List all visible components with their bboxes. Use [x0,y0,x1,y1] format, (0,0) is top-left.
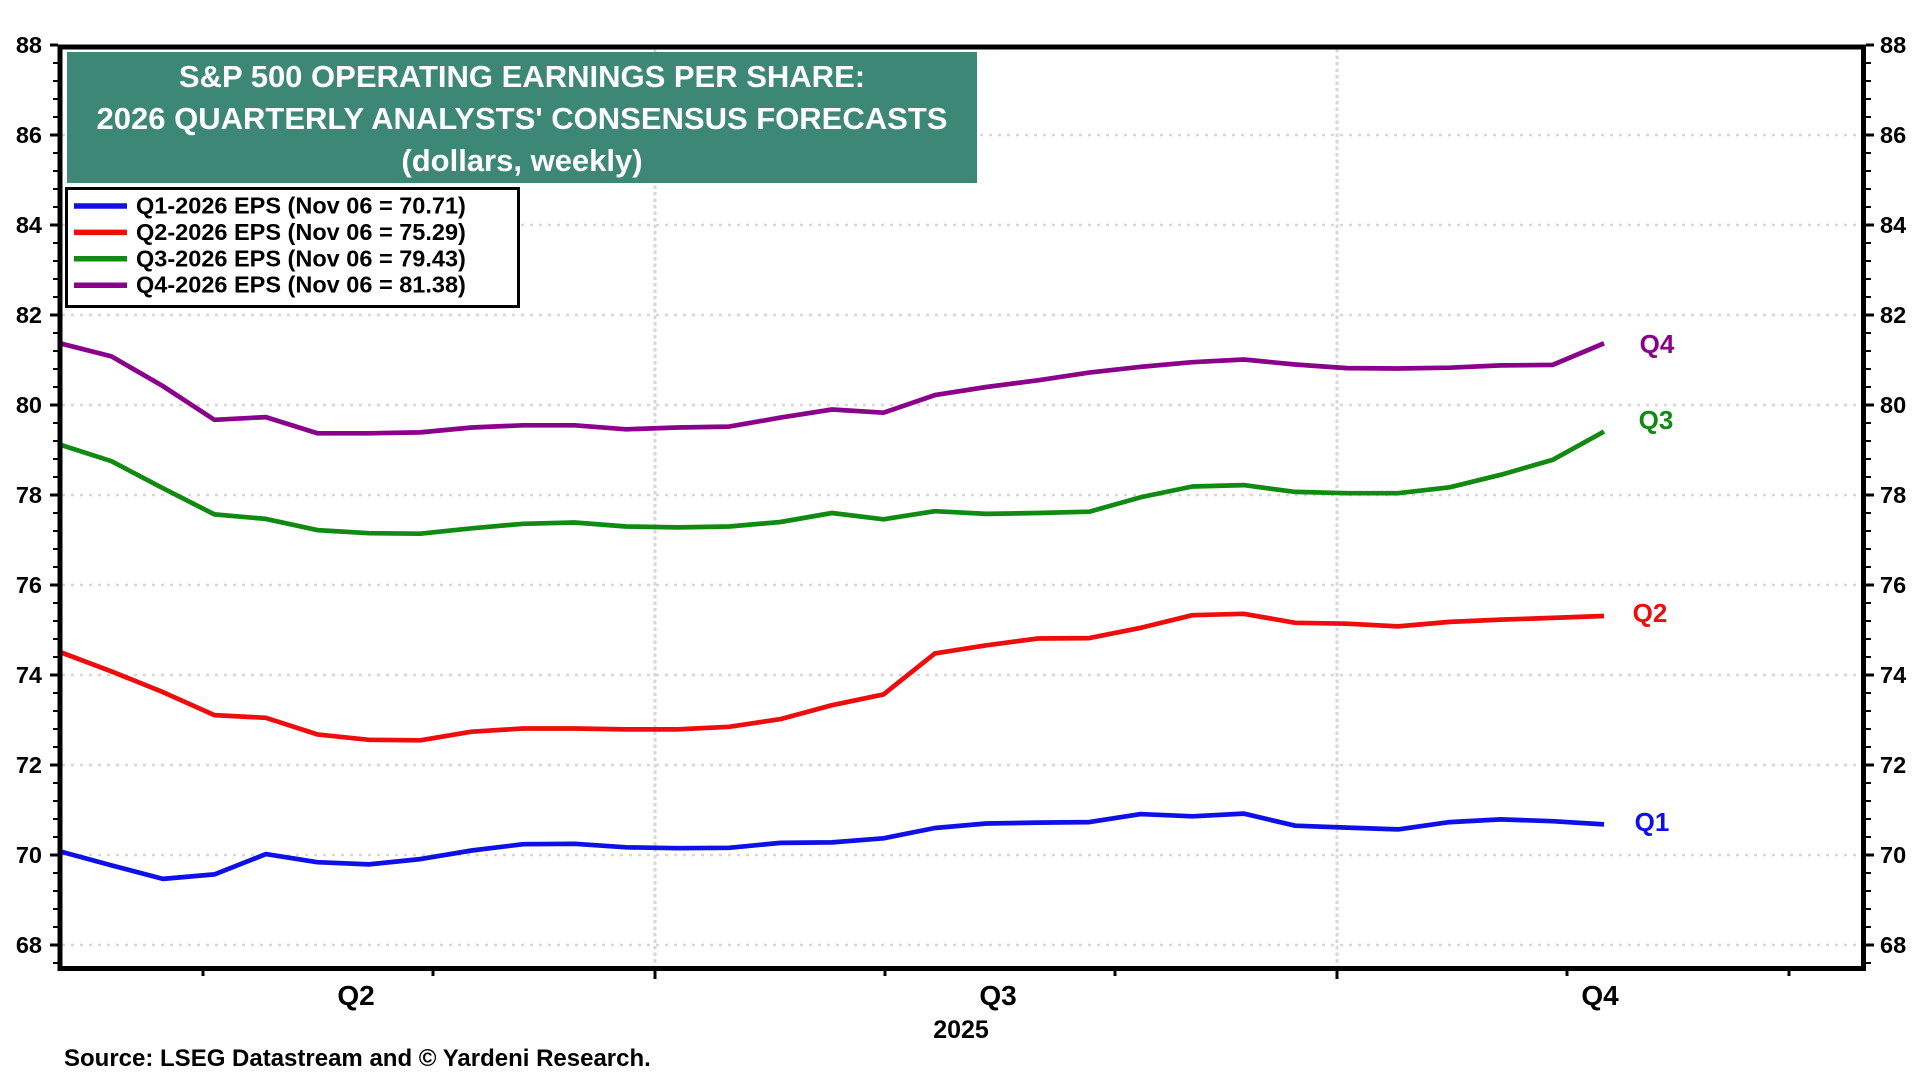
svg-text:68: 68 [16,932,42,958]
svg-text:74: 74 [16,662,42,688]
svg-text:Q1: Q1 [1635,807,1670,837]
svg-text:Q3-2026 EPS (Nov 06 = 79.43): Q3-2026 EPS (Nov 06 = 79.43) [136,245,466,271]
svg-text:76: 76 [1880,572,1906,598]
svg-text:Q3: Q3 [979,980,1016,1011]
svg-text:88: 88 [1880,32,1906,58]
svg-text:74: 74 [1880,662,1906,688]
svg-text:80: 80 [1880,392,1906,418]
svg-text:70: 70 [16,842,42,868]
svg-text:2025: 2025 [933,1016,989,1044]
svg-text:Q4-2026 EPS (Nov 06 = 81.38): Q4-2026 EPS (Nov 06 = 81.38) [136,272,466,298]
svg-text:86: 86 [16,122,42,148]
svg-text:78: 78 [16,482,42,508]
svg-text:82: 82 [16,302,42,328]
svg-text:(dollars, weekly): (dollars, weekly) [401,143,642,178]
svg-text:80: 80 [16,392,42,418]
svg-text:Q2: Q2 [1633,598,1668,628]
svg-text:Q2: Q2 [337,980,374,1011]
svg-text:S&P 500 OPERATING EARNINGS PER: S&P 500 OPERATING EARNINGS PER SHARE: [179,59,865,94]
svg-text:88: 88 [16,32,42,58]
svg-text:Q4: Q4 [1640,329,1675,359]
svg-text:2026 QUARTERLY ANALYSTS' CONSE: 2026 QUARTERLY ANALYSTS' CONSENSUS FOREC… [97,101,948,136]
svg-text:72: 72 [16,752,42,778]
svg-text:82: 82 [1880,302,1906,328]
svg-text:78: 78 [1880,482,1906,508]
svg-text:76: 76 [16,572,42,598]
svg-text:84: 84 [16,212,42,238]
svg-text:Q1-2026 EPS (Nov 06 = 70.71): Q1-2026 EPS (Nov 06 = 70.71) [136,193,466,219]
svg-text:86: 86 [1880,122,1906,148]
svg-text:Q4: Q4 [1581,980,1619,1011]
svg-text:84: 84 [1880,212,1906,238]
svg-text:Q2-2026 EPS (Nov 06 = 75.29): Q2-2026 EPS (Nov 06 = 75.29) [136,219,466,245]
svg-text:Source: LSEG Datastream and ©: Source: LSEG Datastream and © Yardeni Re… [64,1045,651,1072]
svg-text:70: 70 [1880,842,1906,868]
svg-text:72: 72 [1880,752,1906,778]
svg-text:68: 68 [1880,932,1906,958]
svg-text:Q3: Q3 [1639,405,1674,435]
